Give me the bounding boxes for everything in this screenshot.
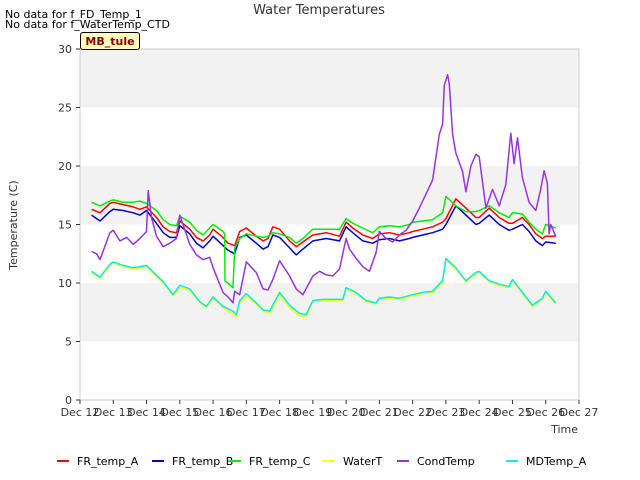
site-tag: MB_tule — [80, 32, 140, 50]
grid-band — [80, 49, 579, 108]
y-tick-label: 0 — [65, 394, 72, 407]
x-tick-label: Dec 14 — [127, 406, 166, 419]
x-tick-label: Dec 13 — [94, 406, 133, 419]
legend-label: FR_temp_A — [77, 455, 139, 468]
legend-label: MDTemp_A — [526, 455, 587, 468]
y-tick-label: 20 — [58, 160, 72, 173]
grid-band — [80, 341, 579, 400]
y-axis-label: Temperature (C) — [7, 180, 20, 270]
series-line-fr-temp-c — [91, 195, 556, 289]
y-tick-label: 5 — [65, 336, 72, 349]
grid-band — [80, 283, 579, 342]
legend-label: CondTemp — [417, 455, 475, 468]
x-tick-label: Dec 15 — [160, 406, 199, 419]
no-data-note-watertemp-ctd: No data for f_WaterTemp_CTD — [5, 18, 170, 31]
y-tick-label: 15 — [58, 219, 72, 232]
x-tick-label: Dec 25 — [493, 406, 532, 419]
y-axis-ticks: 0 5 10 15 20 25 30 — [58, 43, 80, 407]
x-tick-label: Dec 23 — [427, 406, 466, 419]
x-tick-label: Dec 24 — [460, 406, 499, 419]
legend: FR_temp_A FR_temp_B FR_temp_C WaterT CondTem… — [57, 455, 587, 468]
legend-label: FR_temp_B — [172, 455, 233, 468]
x-axis-label: Time — [550, 423, 578, 436]
y-tick-label: 10 — [58, 277, 72, 290]
x-tick-label: Dec 17 — [227, 406, 266, 419]
legend-label: FR_temp_C — [249, 455, 311, 468]
series-line-mdtemp-a — [91, 257, 557, 316]
no-data-note-fd-temp: No data for f_FD_Temp_1 — [5, 8, 142, 21]
x-tick-label: Dec 21 — [360, 406, 399, 419]
x-tick-label: Dec 16 — [194, 406, 233, 419]
grid-band — [80, 107, 579, 166]
x-tick-label: Dec 26 — [526, 406, 565, 419]
x-tick-label: Dec 22 — [393, 406, 432, 419]
legend-label: WaterT — [343, 455, 383, 468]
series-line-fr-temp-a — [91, 198, 556, 248]
series-layer — [91, 73, 557, 318]
series-line-fr-temp-b — [91, 205, 556, 256]
x-tick-label: Dec 18 — [260, 406, 299, 419]
y-tick-label: 30 — [58, 43, 72, 56]
series-line-watert — [91, 258, 557, 318]
x-tick-label: Dec 19 — [293, 406, 332, 419]
plot-background-bands — [80, 49, 579, 400]
x-tick-label: Dec 27 — [560, 406, 599, 419]
x-tick-label: Dec 12 — [61, 406, 100, 419]
x-tick-label: Dec 20 — [327, 406, 366, 419]
series-line-condtemp — [91, 73, 557, 304]
y-tick-label: 25 — [58, 102, 72, 115]
chart-title: Water Temperatures — [253, 3, 385, 18]
